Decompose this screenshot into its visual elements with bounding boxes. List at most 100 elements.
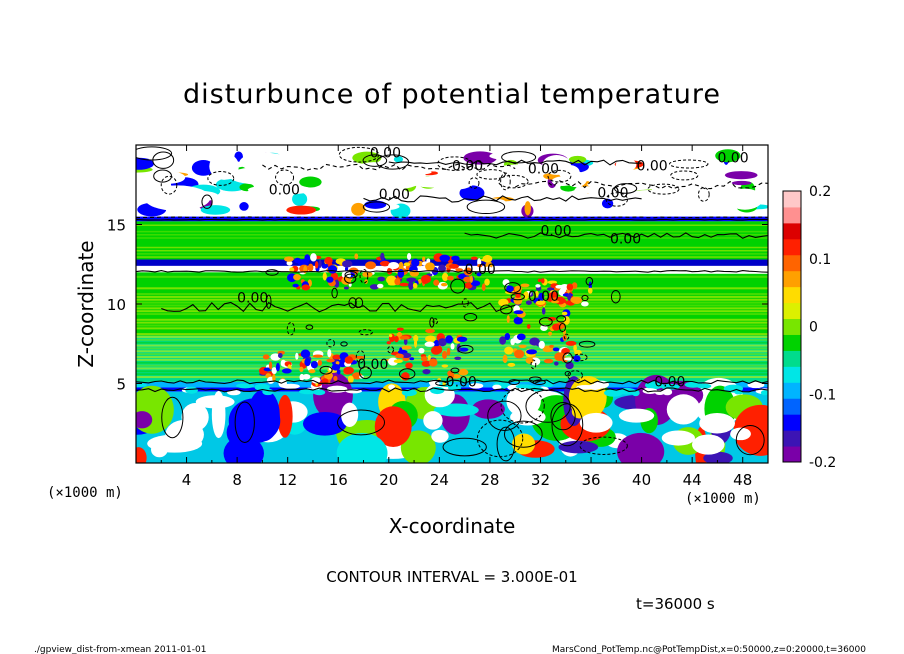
upper-cell [239,202,249,211]
closed-contour [508,379,520,385]
plume-cell [275,362,280,372]
closed-contour [538,317,553,327]
streak [136,243,768,246]
x-axis-label: X-coordinate [389,514,516,538]
closed-contour [337,409,385,436]
closed-contour [562,352,573,364]
closed-contour [563,333,570,340]
streak [136,353,768,356]
plume-cell [547,316,557,321]
streak [136,358,768,361]
eddy [617,432,665,463]
plume-cell [427,354,431,361]
streak [136,230,768,233]
upper-white [229,166,294,185]
inversion-noise [662,388,673,396]
plume-cell [570,296,578,303]
eddy [277,394,293,438]
streak [136,301,768,304]
upper-cell [715,149,741,163]
plume-cell [504,332,511,341]
closed-contour [496,426,516,462]
eddy [571,404,589,419]
streak [136,253,768,255]
streak [136,284,768,287]
plume-cell [400,264,404,270]
colorbar-swatch [783,238,801,256]
plume-cell [327,349,332,358]
plume-cell [299,366,304,373]
upper-cell [299,176,322,188]
streak [136,240,768,242]
closed-contour [265,294,272,309]
closed-contour [265,269,279,276]
closed-contour [532,379,546,385]
plume-cell [394,278,401,286]
plume-cell [343,286,349,290]
plume-cell [277,352,283,359]
plume-cell [520,283,530,288]
plume-cell [563,357,574,361]
plume-cell [573,355,581,363]
closed-contour [697,187,710,202]
eddy [558,440,599,454]
colorbar-swatch [783,206,801,224]
x-tick-label: 32 [531,471,550,489]
upper-white [704,190,728,203]
closed-contour [585,276,594,286]
plume-cell [482,254,493,263]
inversion-noise [136,382,147,388]
plume-cell [324,256,333,265]
closed-contour [735,424,765,456]
contour-label: 0.00 [528,289,559,305]
plume-cell [386,267,393,275]
plume-cell [563,316,570,325]
colorbar-swatch [783,222,801,240]
contour-label: 0.00 [357,357,388,373]
upper-cell [200,205,231,215]
streak [136,327,768,330]
upper-cell [724,171,758,180]
plume-cell [308,369,316,374]
plume-cell [347,375,354,384]
upper-cell [731,180,752,186]
streak [136,361,768,364]
plume-cell [333,375,338,381]
eddy-core [181,402,209,432]
eddy [400,430,436,463]
colorbar-swatch [783,270,801,288]
plume-cell [343,366,355,375]
upper-cell [384,196,408,204]
eddy-core [666,394,701,425]
eddy-core [691,434,725,455]
closed-contour [581,294,589,302]
streak [136,350,768,353]
plume-cell [538,340,545,349]
closed-contour [476,169,506,180]
plume-cell [271,367,277,375]
streak [136,234,768,236]
streak [136,315,768,318]
closed-contour [556,315,567,323]
plume-cell [543,358,554,364]
eddy [374,406,412,448]
footer-right: MarsCond_PotTemp.nc@PotTempDist,x=0:5000… [552,645,866,654]
plume-cell [549,344,554,348]
closed-contour [305,324,314,330]
plume-cell [322,272,327,281]
eddy-core [431,429,449,443]
plume-cell [335,361,340,365]
x-tick-label: 44 [683,471,702,489]
plume-cell [438,338,447,347]
closed-contour [547,169,572,183]
closed-contour [432,318,439,325]
contour-labels: 0.00 0.00 0.00 0.00 0.00 0.00 0.00 0.00 0.00 0.00… [237,146,748,391]
plume-cell [515,294,521,298]
plume-cell [587,287,593,294]
closed-contour [487,400,522,431]
closed-contour [564,370,572,377]
plume-cell [552,347,560,352]
closed-contour [559,323,566,333]
plume-cell [286,260,293,266]
contour-label: 0.00 [465,262,496,278]
